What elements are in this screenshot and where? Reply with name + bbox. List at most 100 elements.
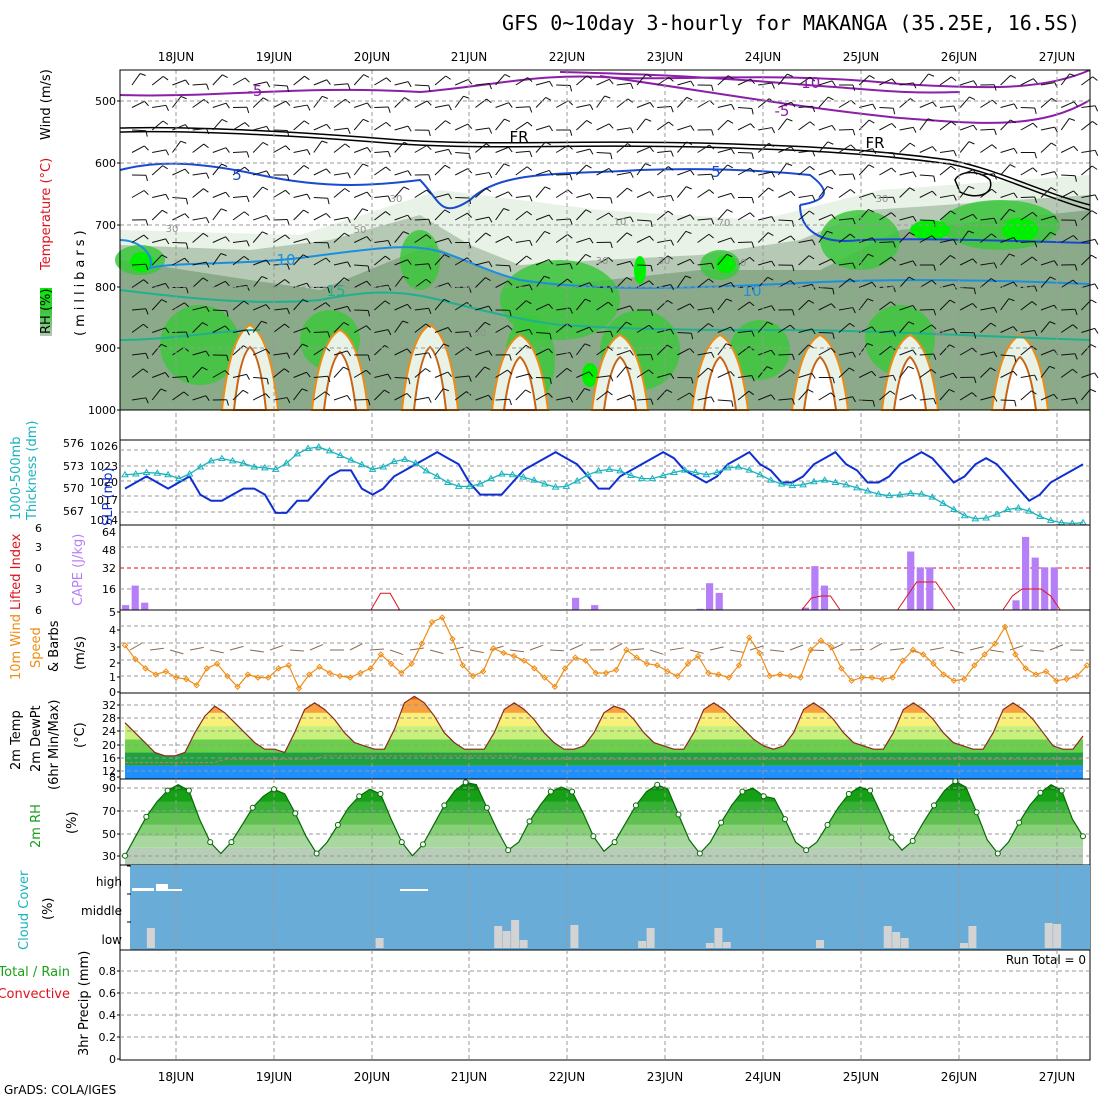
wind10-barb: [229, 645, 244, 651]
pressure-axis-ticks: 500 600 700 800 900 1000: [88, 95, 1090, 417]
upper-wind-barb: [717, 119, 734, 131]
upper-wind-barb: [939, 105, 957, 112]
wind10-barb: [269, 644, 284, 651]
upper-wind-barb: [879, 256, 896, 266]
upper-wind-barb: [555, 144, 573, 153]
upper-wind-barb: [515, 389, 532, 401]
wind-speed-marker: [551, 683, 559, 691]
upper-wind-barb: [556, 396, 574, 403]
upper-wind-barb: [879, 78, 897, 86]
rh2m-marker: [931, 802, 937, 809]
upper-wind-barb: [212, 191, 230, 198]
upper-wind-barb: [152, 149, 170, 156]
upper-wind-barb: [939, 328, 958, 335]
upper-wind-barb: [1020, 167, 1038, 176]
cape-bar: [820, 585, 829, 610]
rh2m-marker: [207, 839, 214, 846]
upper-wind-barb: [1020, 345, 1037, 356]
upper-wind-barb: [1000, 103, 1018, 110]
upper-wind-barb: [778, 73, 793, 86]
upper-wind-barb: [253, 125, 271, 132]
wind-speed-marker: [909, 646, 917, 654]
upper-wind-barb: [596, 78, 614, 86]
upper-wind-barb: [778, 398, 795, 405]
upper-wind-barb: [1060, 279, 1078, 288]
upper-wind-barb: [839, 84, 856, 91]
upper-wind-barb: [616, 127, 634, 134]
wind-speed-marker: [326, 669, 333, 677]
rh-fill-100: [582, 363, 598, 387]
upper-wind-barb: [414, 278, 432, 288]
upper-wind-barb: [959, 347, 977, 356]
thickness-marker: [390, 457, 398, 465]
tick-label: 0.2: [99, 1031, 117, 1044]
wind-speed-marker: [213, 660, 221, 667]
upper-wind-barb: [677, 230, 692, 243]
upper-wind-barb: [172, 168, 190, 176]
upper-wind-barb: [717, 192, 735, 199]
upper-wind-barb: [697, 351, 715, 358]
warm-bulb-inner: [1002, 355, 1038, 411]
bottom-date-label: 26JUN: [941, 1070, 978, 1084]
upper-wind-barb: [354, 399, 371, 406]
rh2m-marker: [356, 793, 363, 800]
rh-contour-fills: [115, 175, 1090, 411]
upper-wind-barb: [576, 371, 594, 378]
upper-wind-barb: [495, 369, 513, 378]
upper-wind-barb: [818, 96, 834, 108]
upper-wind-barb: [838, 262, 856, 269]
upper-wind-barb: [434, 298, 450, 311]
upper-wind-barb: [253, 377, 269, 385]
thickness-marker: [347, 456, 355, 463]
upper-wind-barb: [879, 107, 896, 115]
thickness-marker: [433, 472, 442, 479]
low-cloud-bar: [816, 940, 824, 948]
upper-wind-barb: [656, 210, 674, 221]
wind10-barb: [949, 649, 964, 654]
rh-fill-100: [716, 255, 736, 273]
upper-wind-barb: [535, 332, 552, 340]
upper-wind-barb: [475, 321, 491, 333]
upper-wind-barb: [737, 375, 755, 382]
upper-wind-barb: [980, 84, 997, 91]
upper-wind-barb: [919, 309, 937, 316]
wind-speed-marker: [705, 669, 712, 677]
upper-wind-barb: [919, 190, 937, 198]
upper-wind-barb: [374, 151, 391, 158]
upper-wind-barb: [515, 166, 533, 176]
upper-wind-barb: [899, 171, 917, 178]
upper-wind-barb: [333, 350, 352, 357]
tick-label: 1: [109, 671, 116, 684]
upper-wind-barb: [1000, 237, 1018, 243]
upper-wind-barb: [939, 210, 956, 221]
upper-wind-barb: [919, 146, 937, 153]
upper-wind-barb: [434, 371, 453, 378]
thickness-marker: [325, 446, 334, 454]
upper-wind-barb: [677, 303, 695, 311]
wind-speed-marker: [879, 675, 886, 683]
upper-wind-barb: [1020, 330, 1038, 337]
upper-wind-barb: [192, 83, 210, 90]
upper-wind-barb: [273, 279, 290, 288]
upper-wind-barb: [757, 98, 775, 108]
wind-speed-marker: [838, 665, 845, 672]
upper-wind-barb: [515, 328, 533, 335]
upper-wind-barb: [495, 118, 511, 131]
upper-wind-barb: [232, 195, 250, 203]
rh2m-marker: [1037, 789, 1044, 796]
upper-wind-barb: [717, 209, 733, 221]
upper-wind-barb: [1061, 397, 1078, 405]
upper-wind-barb: [1000, 399, 1017, 407]
upper-wind-barb: [778, 309, 795, 316]
upper-wind-barb: [556, 263, 573, 270]
upper-wind-barb: [172, 124, 190, 131]
upper-wind-barb: [636, 146, 655, 153]
thickness-marker: [121, 470, 129, 478]
wind-speed-marker: [787, 672, 794, 680]
wind10-barb: [789, 644, 804, 651]
wind-speed-marker: [520, 657, 528, 664]
upper-wind-barb: [879, 301, 896, 311]
wind10-barb: [529, 644, 544, 651]
upper-wind-barb: [515, 284, 533, 291]
wind-speed-marker: [295, 685, 303, 692]
